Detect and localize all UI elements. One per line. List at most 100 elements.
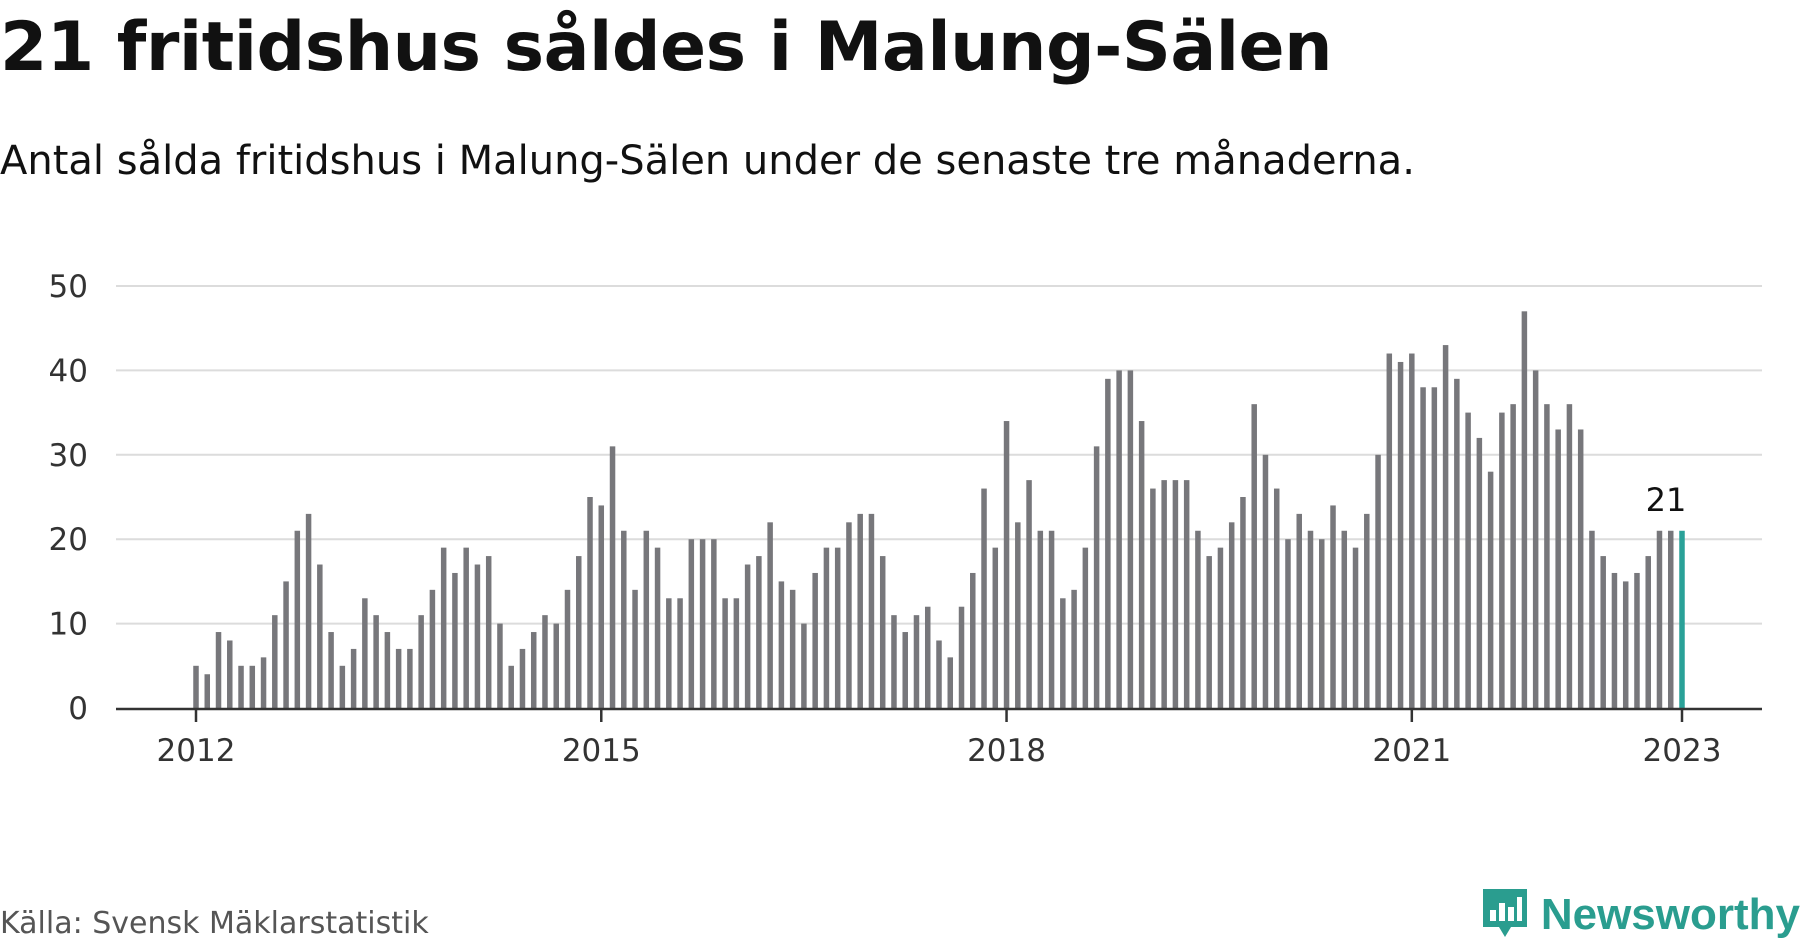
bar-highlight <box>1679 530 1685 708</box>
bar <box>970 572 976 708</box>
bar <box>294 530 301 708</box>
bar <box>328 632 334 708</box>
bar <box>1161 480 1167 708</box>
bar <box>1409 353 1415 708</box>
bar <box>981 488 987 708</box>
bar <box>733 598 740 708</box>
bar <box>789 589 796 708</box>
bar <box>879 556 886 708</box>
bar <box>958 606 965 708</box>
bar <box>542 615 548 708</box>
bar <box>1577 429 1584 708</box>
bar <box>553 623 559 708</box>
bar <box>947 657 954 708</box>
bar <box>1003 421 1010 708</box>
bar <box>1105 378 1111 708</box>
bar <box>778 581 785 708</box>
bar <box>1611 572 1618 708</box>
y-tick-label-10: 10 <box>49 607 88 643</box>
bar <box>666 598 672 708</box>
y-tick-label-20: 20 <box>49 522 88 558</box>
bar <box>1589 530 1595 708</box>
newsworthy-logo-icon <box>1479 885 1531 945</box>
bar <box>609 446 616 708</box>
bar <box>1667 530 1674 708</box>
source-note: Källa: Svensk Mäklarstatistik <box>0 906 429 941</box>
bar <box>1622 581 1629 708</box>
x-axis-labels: 2012 2015 2018 2021 2023 <box>157 733 1722 769</box>
bar <box>834 547 841 708</box>
bar <box>1116 370 1122 708</box>
bar <box>418 615 424 708</box>
bar <box>846 522 852 708</box>
bar <box>1228 522 1235 708</box>
bar <box>1386 353 1393 708</box>
bar <box>632 589 638 708</box>
bar <box>1195 530 1201 708</box>
annotations: 21 <box>1646 481 1687 519</box>
bar <box>677 598 683 708</box>
bar <box>1026 480 1032 708</box>
bar <box>576 556 582 708</box>
y-axis-labels: 0 10 20 30 40 50 <box>49 269 88 727</box>
bars <box>193 311 1685 708</box>
y-tick-label-50: 50 <box>49 269 88 305</box>
bar <box>598 505 605 708</box>
bar <box>1206 556 1212 708</box>
bar <box>1319 539 1325 708</box>
bar <box>474 564 481 708</box>
bar <box>440 547 447 708</box>
bar <box>1172 480 1179 708</box>
bar <box>1431 387 1438 708</box>
bar <box>1420 387 1426 708</box>
bar <box>463 547 469 708</box>
x-axis <box>116 707 1762 722</box>
bar <box>373 615 379 708</box>
bar <box>1262 454 1269 708</box>
bar <box>1364 513 1370 708</box>
bar <box>1138 421 1145 708</box>
bar <box>204 674 211 708</box>
bar <box>283 581 289 708</box>
bar <box>654 547 661 708</box>
bar <box>227 640 233 708</box>
bar <box>936 640 942 708</box>
bar <box>305 513 312 708</box>
bar <box>902 632 908 708</box>
bar <box>1060 598 1066 708</box>
bar <box>1532 370 1539 708</box>
bar <box>1330 505 1336 708</box>
bar <box>1566 404 1573 708</box>
bar <box>1217 547 1224 708</box>
bar <box>767 522 773 708</box>
bar <box>1048 530 1055 708</box>
bar <box>317 564 323 708</box>
chart-title: 21 fritidshus såldes i Malung-Sälen <box>0 8 1333 87</box>
bar <box>1397 361 1404 708</box>
bar <box>350 648 357 708</box>
bar <box>1375 454 1381 708</box>
bar <box>924 606 931 708</box>
bar <box>1499 412 1505 708</box>
bar <box>238 665 244 708</box>
bar <box>1296 513 1302 708</box>
chart-subtitle: Antal sålda fritidshus i Malung-Sälen un… <box>0 138 1415 184</box>
x-tick-label-2023: 2023 <box>1643 733 1722 769</box>
data-label-latest: 21 <box>1646 481 1687 519</box>
bar <box>384 632 391 708</box>
bar <box>1037 530 1044 708</box>
x-tick-label-2021: 2021 <box>1372 733 1451 769</box>
bar-chart: 0 10 20 30 40 50 2012 2015 2018 2021 2023 21 <box>49 269 1762 769</box>
bar <box>519 648 526 708</box>
bar <box>801 623 807 708</box>
x-tick-label-2012: 2012 <box>157 733 236 769</box>
bar <box>1487 471 1494 708</box>
bar <box>407 648 413 708</box>
bar <box>1082 547 1089 708</box>
bar <box>1341 530 1348 708</box>
y-tick-label-40: 40 <box>49 353 88 389</box>
bar <box>1476 437 1483 708</box>
bar <box>1442 345 1449 708</box>
bar <box>756 556 762 708</box>
bar <box>722 598 728 708</box>
